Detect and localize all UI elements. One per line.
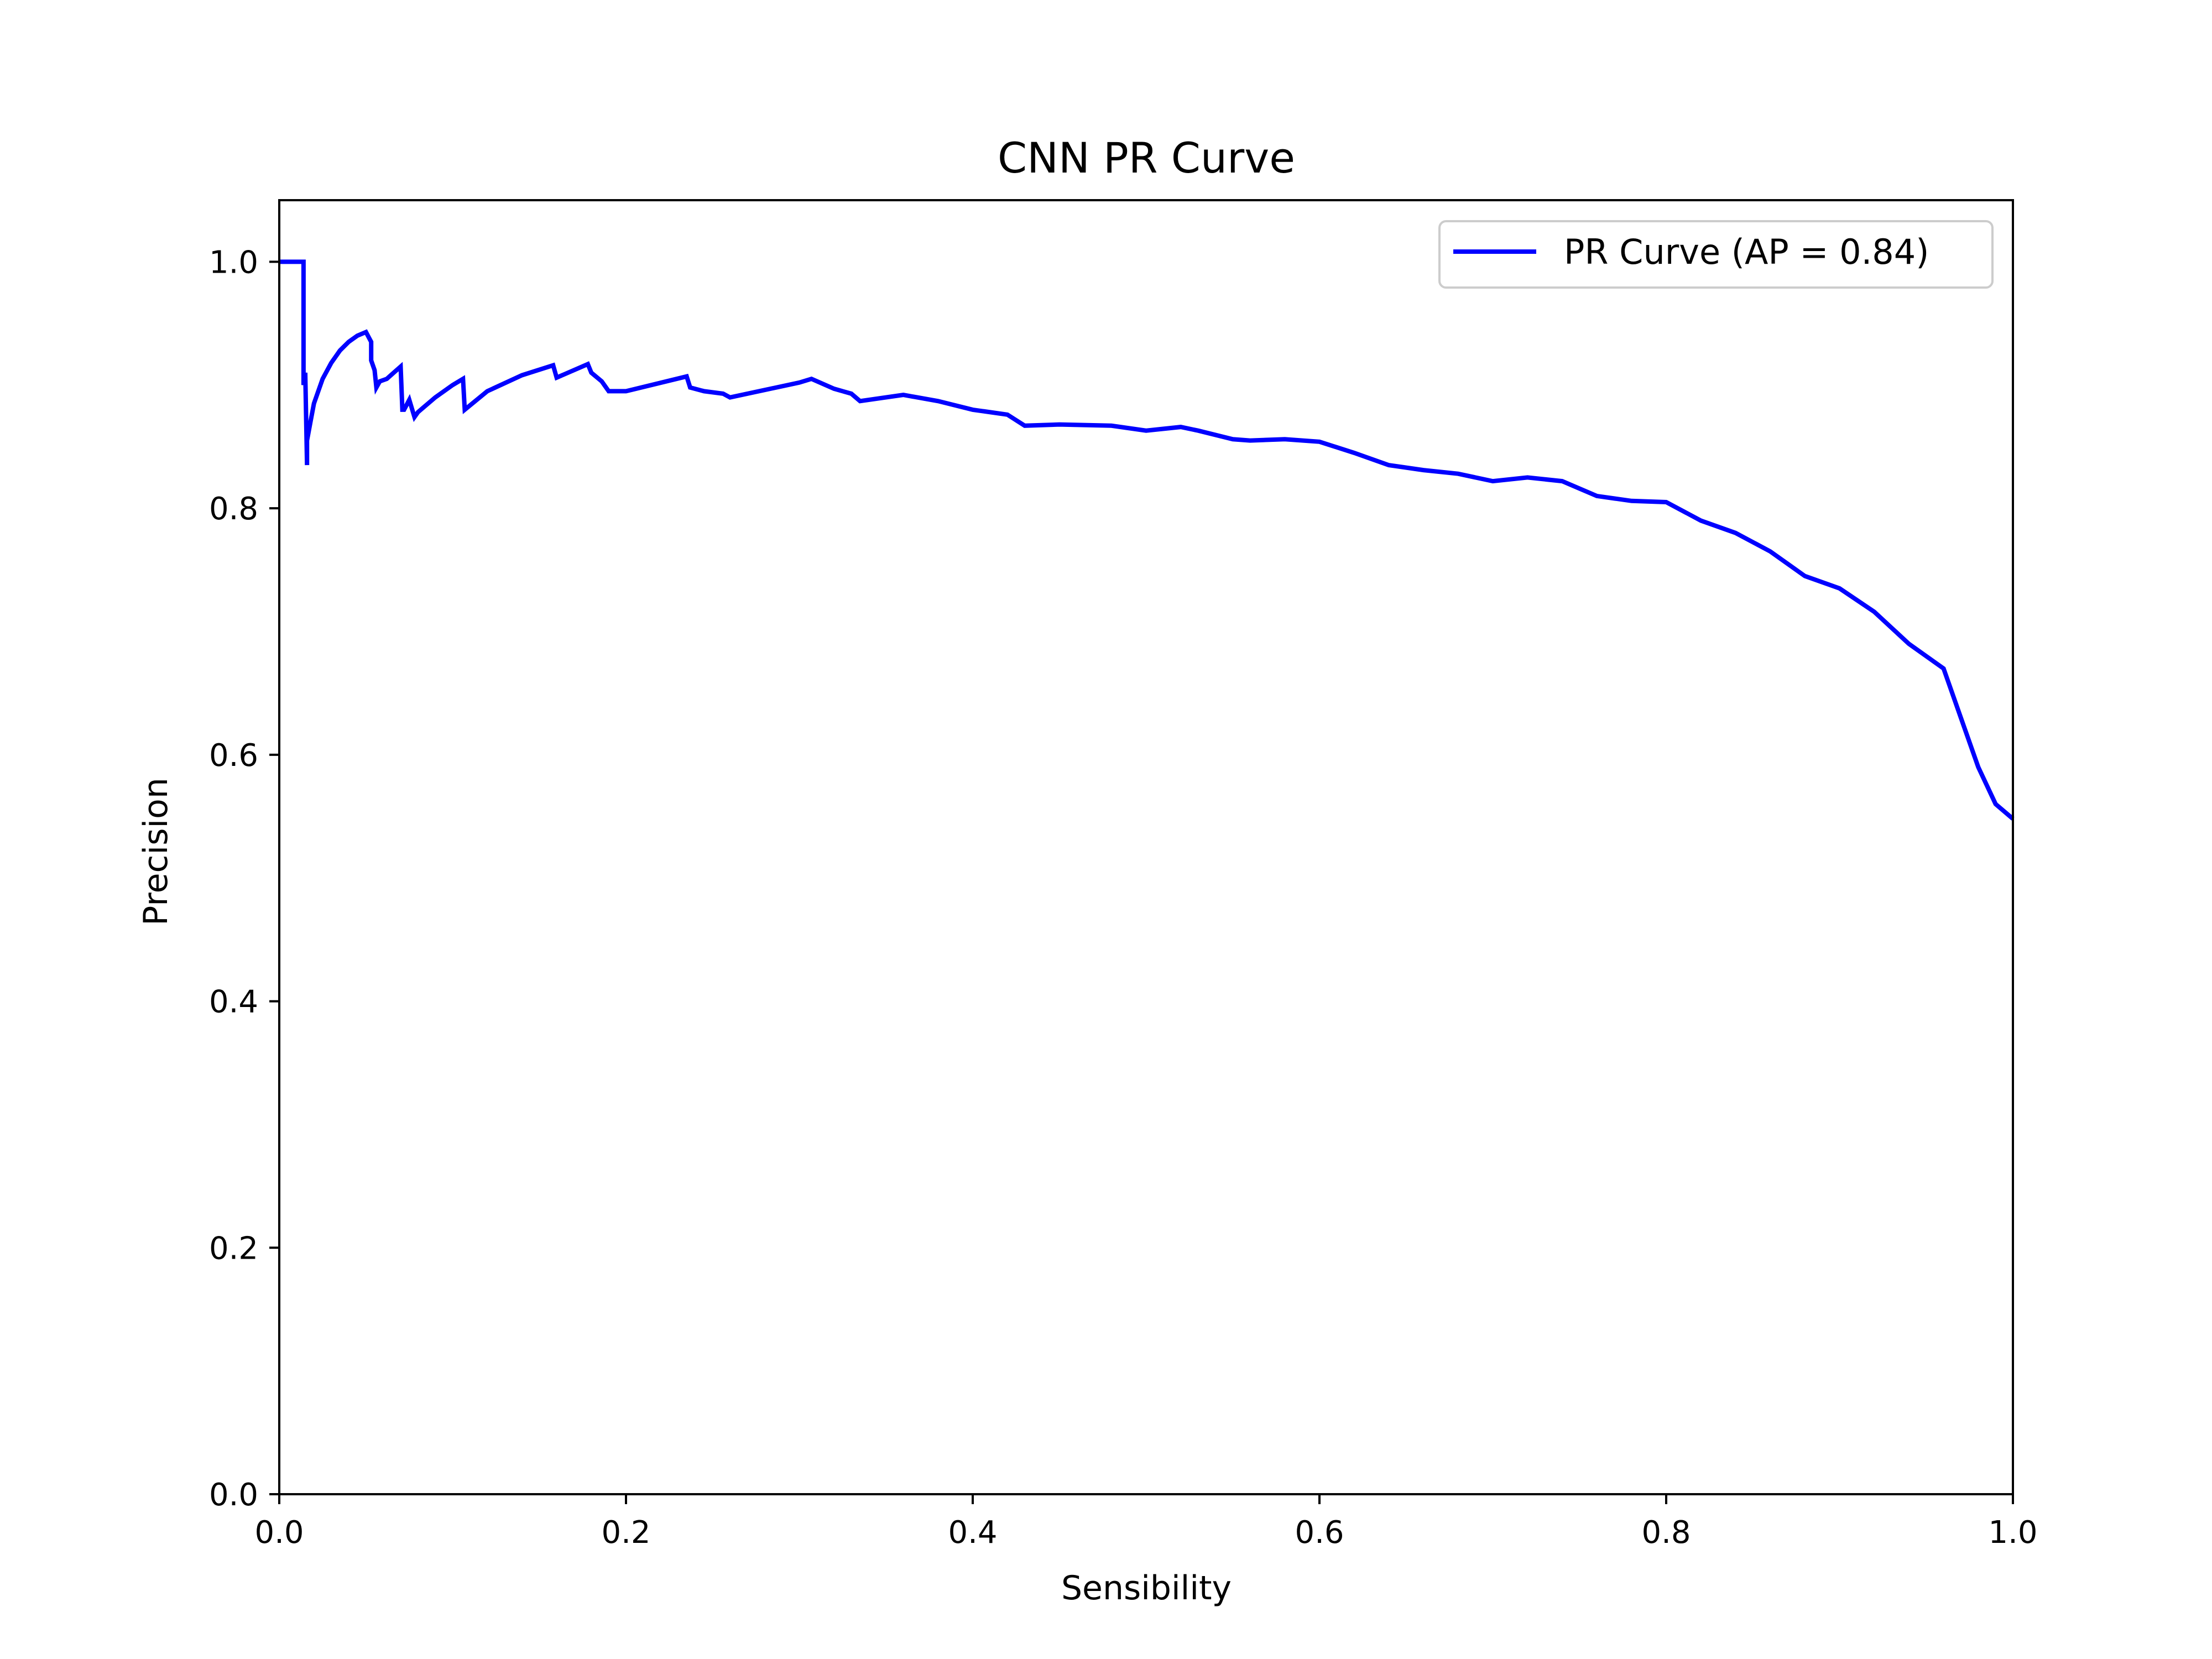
y-axis-ticks: 0.0 0.2 0.4 0.6 0.8 1.0 — [209, 244, 279, 1513]
legend: PR Curve (AP = 0.84) — [1438, 220, 1994, 289]
y-tick-label: 1.0 — [209, 244, 258, 280]
y-tick-label: 0.0 — [209, 1477, 258, 1513]
y-tick-label: 0.8 — [209, 491, 258, 527]
x-axis-ticks: 0.0 0.2 0.4 0.6 0.8 1.0 — [254, 1494, 2038, 1551]
y-tick-label: 0.2 — [209, 1230, 258, 1266]
x-tick-label: 0.2 — [601, 1515, 650, 1551]
legend-label: PR Curve (AP = 0.84) — [1564, 232, 1929, 272]
y-tick-label: 0.4 — [209, 984, 258, 1020]
x-tick-label: 0.0 — [254, 1515, 304, 1551]
x-tick-label: 1.0 — [1988, 1515, 2037, 1551]
plot-frame — [278, 199, 2014, 1495]
y-tick-label: 0.6 — [209, 738, 258, 774]
x-tick-label: 0.8 — [1641, 1515, 1691, 1551]
x-tick-label: 0.6 — [1295, 1515, 1344, 1551]
x-axis-title: Sensibility — [1061, 1569, 1232, 1608]
y-axis-title: Precision — [137, 778, 175, 926]
chart-title: CNN PR Curve — [998, 133, 1295, 182]
x-tick-label: 0.4 — [948, 1515, 997, 1551]
legend-box — [1438, 220, 1994, 289]
pr-curve-line-0 — [279, 259, 2015, 821]
plot-series — [279, 259, 2015, 821]
